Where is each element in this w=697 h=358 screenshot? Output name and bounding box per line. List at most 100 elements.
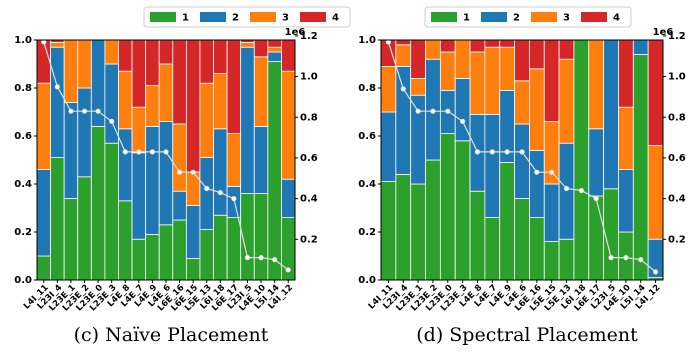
bar-segment (529, 149, 545, 218)
legend-label: 4 (332, 13, 339, 24)
line-marker (122, 149, 128, 155)
legend-label: 2 (232, 13, 239, 24)
line-marker (652, 269, 659, 275)
y-tick-label: 0.6 (14, 131, 32, 142)
bar-segment (395, 44, 412, 67)
bar-segment (36, 169, 51, 257)
bar-segment (226, 185, 242, 218)
bar-segment (267, 46, 282, 53)
line-marker (258, 255, 264, 261)
legend-label: 2 (513, 13, 520, 24)
bar-segment (158, 121, 174, 226)
bar-segment (632, 54, 649, 281)
bar-segment (469, 39, 486, 53)
bar-segment (131, 106, 147, 154)
line-marker (109, 118, 115, 124)
bar-segment (104, 39, 119, 65)
bar-segment (529, 217, 545, 281)
bar-segment (618, 106, 634, 170)
line-marker (608, 255, 614, 261)
bar-segment (395, 66, 412, 175)
legend-frame (424, 6, 632, 28)
bar-segment (158, 63, 174, 122)
bar-segment (469, 51, 486, 115)
bar-segment (240, 42, 255, 48)
y-tick-label: 0.2 (358, 227, 376, 238)
bar-segment (603, 188, 619, 281)
bar-segment (145, 233, 160, 281)
bar-segment (90, 126, 106, 281)
bar-segment (131, 238, 147, 281)
y2-tick-label: 0.4 (668, 194, 686, 205)
bar-segment (558, 142, 575, 240)
line-marker (460, 118, 466, 124)
bar-segment (36, 255, 51, 281)
bar-segment (543, 241, 560, 281)
bar-segment (118, 70, 133, 130)
bar-segment (77, 176, 92, 281)
bar-segment (380, 181, 397, 281)
chart: L4I_11L23I_4L23E_1L23E_2L23E_0L23E_3L4E_… (14, 6, 351, 346)
legend-swatch (300, 12, 326, 22)
line-marker (190, 169, 196, 175)
bar-segment (253, 39, 269, 58)
bar-segment (185, 205, 201, 259)
bar-segment (454, 39, 471, 79)
bar-segment (647, 145, 664, 240)
bar-segment (172, 219, 187, 281)
line-marker (285, 267, 291, 273)
bar-segment (213, 39, 228, 74)
bar-segment (410, 183, 426, 281)
legend-label: 1 (463, 13, 470, 24)
bar-segment (213, 214, 228, 281)
bar-segment (439, 39, 456, 53)
y2-tick-label: 0.8 (668, 112, 686, 123)
bar-segment (425, 159, 441, 281)
bar-segment (484, 114, 501, 218)
bar-segment (618, 169, 634, 233)
bar-segment (118, 128, 133, 202)
line-marker (489, 149, 495, 155)
legend-label: 1 (182, 13, 189, 24)
bar-segment (213, 73, 228, 130)
bar-segment (253, 193, 269, 281)
bar-segment (410, 94, 426, 185)
y2-tick-label: 1.0 (300, 72, 318, 83)
bar-segment (199, 39, 214, 84)
bar-segment (118, 39, 133, 72)
y2-tick-label: 0.4 (300, 194, 318, 205)
bar-segment (63, 197, 79, 281)
bar-segment (226, 217, 242, 281)
y-tick-label: 1.0 (14, 35, 32, 46)
bar-segment (543, 39, 560, 122)
bar-segment (50, 42, 65, 48)
bar-segment (514, 123, 530, 199)
bar-segment (281, 39, 296, 72)
line-marker (244, 255, 251, 261)
y-tick-label: 1.0 (358, 35, 376, 46)
bar-segment (145, 39, 160, 86)
bar-segment (588, 128, 605, 197)
bar-segment (603, 39, 619, 190)
bar-segment (484, 39, 501, 48)
legend-swatch (431, 12, 457, 22)
bar-segment (558, 58, 575, 144)
bar-segment (199, 82, 214, 158)
bar-segment (240, 46, 255, 194)
line-marker (430, 108, 436, 114)
bar-segment (514, 80, 530, 125)
legend-swatch (531, 12, 557, 22)
bar-segment (131, 152, 147, 240)
bar-segment (469, 190, 486, 281)
bar-segment (267, 61, 282, 281)
line-marker (81, 108, 88, 114)
bar-segment (410, 78, 426, 96)
bar-segment (558, 238, 575, 281)
bar-segment (439, 133, 456, 281)
bar-segment (281, 70, 296, 180)
y-tick-label: 0.0 (14, 275, 32, 286)
line-marker (445, 108, 451, 114)
line-marker (563, 185, 570, 192)
bar-segment (36, 82, 51, 170)
line-marker (504, 149, 510, 155)
